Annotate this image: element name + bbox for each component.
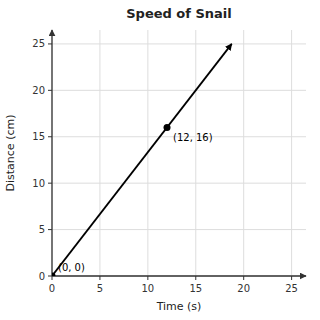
x-axis-line <box>52 275 306 276</box>
x-tick-label: 20 <box>237 283 250 294</box>
y-tick <box>48 136 52 137</box>
x-axis-label: Time (s) <box>156 300 202 313</box>
grid-line-y <box>52 229 306 230</box>
annotation: (12, 16) <box>173 132 213 143</box>
title: Speed of Snail <box>126 6 232 21</box>
x-tick <box>99 276 100 280</box>
y-tick <box>48 183 52 184</box>
data <box>52 44 232 276</box>
x-tick <box>243 276 244 280</box>
y-tick <box>48 276 52 277</box>
data-point <box>52 273 56 277</box>
grid-line-x <box>195 30 196 276</box>
x-tick-label: 25 <box>285 283 298 294</box>
data-line <box>52 44 232 276</box>
grid <box>52 30 306 276</box>
y-axis-label: Distance (cm) <box>4 115 17 192</box>
grid-line-y <box>52 90 306 91</box>
y-tick <box>48 90 52 91</box>
x-tick-label: 0 <box>49 283 55 294</box>
x-tick-label: 15 <box>189 283 202 294</box>
y-axis-line <box>51 30 52 276</box>
annotation: (0, 0) <box>58 262 85 273</box>
x-tick <box>52 276 53 280</box>
x-tick <box>291 276 292 280</box>
chart: 0 5 10 15 20 25 0 5 10 15 20 25 (0, 0) (12, 16) Speed … <box>0 0 320 320</box>
grid-line-x <box>52 30 53 276</box>
x-tick <box>195 276 196 280</box>
y-tick-label: 10 <box>32 178 45 189</box>
annotations: (0, 0) (12, 16) <box>58 132 213 273</box>
y-tick <box>48 229 52 230</box>
y-tick-label: 15 <box>32 131 45 142</box>
y-tick-label: 0 <box>39 271 45 282</box>
grid-line-y <box>52 43 306 44</box>
y-tick-label: 25 <box>32 38 45 49</box>
grid-line-x <box>291 30 292 276</box>
data-point <box>164 124 171 131</box>
x-tick-label: 5 <box>97 283 103 294</box>
axes: 0 5 10 15 20 25 0 5 10 15 20 25 <box>32 30 306 294</box>
y-tick-label: 20 <box>32 85 45 96</box>
grid-line-x <box>99 30 100 276</box>
x-tick <box>147 276 148 280</box>
grid-line-x <box>243 30 244 276</box>
y-tick-label: 5 <box>39 224 45 235</box>
y-tick <box>48 43 52 44</box>
grid-line-y <box>52 276 306 277</box>
grid-line-y <box>52 183 306 184</box>
x-tick-label: 10 <box>141 283 154 294</box>
